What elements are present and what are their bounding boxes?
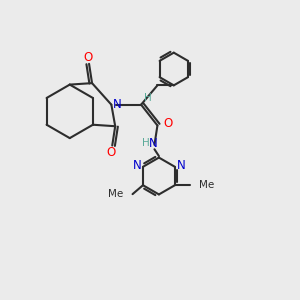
Text: O: O [106, 146, 116, 159]
Text: H: H [144, 93, 152, 103]
Text: Me: Me [199, 180, 214, 190]
Text: H: H [142, 138, 150, 148]
Text: O: O [83, 51, 92, 64]
Text: Me: Me [108, 189, 124, 199]
Text: N: N [176, 159, 185, 172]
Text: O: O [163, 118, 172, 130]
Text: N: N [148, 137, 157, 150]
Text: N: N [113, 98, 122, 111]
Text: N: N [133, 159, 141, 172]
